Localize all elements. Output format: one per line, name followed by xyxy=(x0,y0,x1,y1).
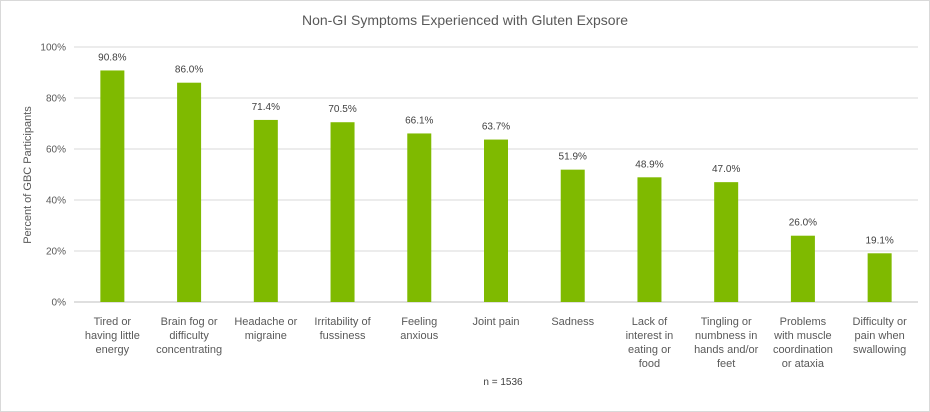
data-label: 63.7% xyxy=(482,122,510,133)
category-label: Lack of interest in eating or food xyxy=(626,316,674,370)
category-label: Tingling or numbness in hands and/or feet xyxy=(694,316,759,370)
gridlines xyxy=(74,46,918,303)
category-label: Headache or migraine xyxy=(234,316,297,342)
bar xyxy=(100,70,125,303)
data-label: 66.1% xyxy=(405,115,433,126)
bar xyxy=(330,122,355,302)
bar xyxy=(714,182,739,302)
category-label: Joint pain xyxy=(472,316,519,328)
data-label: 70.5% xyxy=(328,104,356,115)
data-label: 51.9% xyxy=(559,152,587,163)
category-label: Difficulty or pain when swallowing xyxy=(853,316,908,356)
bar xyxy=(407,133,432,302)
data-label: 48.9% xyxy=(635,159,663,170)
bar xyxy=(560,169,585,302)
category-label: Problems with muscle coordination or ataxia xyxy=(773,316,833,370)
bar xyxy=(253,119,278,303)
category-label: Brain fog or difficulty concentrating xyxy=(156,316,222,356)
y-axis-ticks: 0% 20% 40% 60% 80% 100% xyxy=(40,43,66,309)
y-tick-label: 40% xyxy=(46,196,66,207)
y-tick-label: 60% xyxy=(46,145,66,156)
bar xyxy=(867,253,892,302)
y-tick-label: 20% xyxy=(46,247,66,258)
data-label: 26.0% xyxy=(789,218,817,229)
data-labels: 90.8% 86.0% 71.4% 70.5% 66.1% 63.7% 51.9% 48.9%… xyxy=(98,52,894,246)
category-label: Sadness xyxy=(551,316,594,328)
bar xyxy=(637,177,662,302)
category-label: Feeling anxious xyxy=(400,316,438,342)
data-label: 86.0% xyxy=(175,65,203,76)
bar xyxy=(177,82,202,302)
bar xyxy=(790,235,815,302)
y-tick-label: 80% xyxy=(46,94,66,105)
y-tick-label: 100% xyxy=(40,43,66,54)
data-label: 90.8% xyxy=(98,52,126,63)
bars xyxy=(100,70,892,303)
sample-size-note: n = 1536 xyxy=(483,377,523,388)
y-axis-label: Percent of GBC Participants xyxy=(22,106,34,244)
data-label: 47.0% xyxy=(712,164,740,175)
data-label: 19.1% xyxy=(865,235,893,246)
bar xyxy=(484,139,508,302)
category-labels: Tired or having little energy Brain fog or d… xyxy=(85,316,907,370)
chart-title: Non-GI Symptoms Experienced with Gluten … xyxy=(302,12,628,28)
category-label: Tired or having little energy xyxy=(85,316,140,356)
y-tick-label: 0% xyxy=(52,298,67,309)
category-label: Irritability of fussiness xyxy=(314,316,371,342)
data-label: 71.4% xyxy=(252,102,280,113)
